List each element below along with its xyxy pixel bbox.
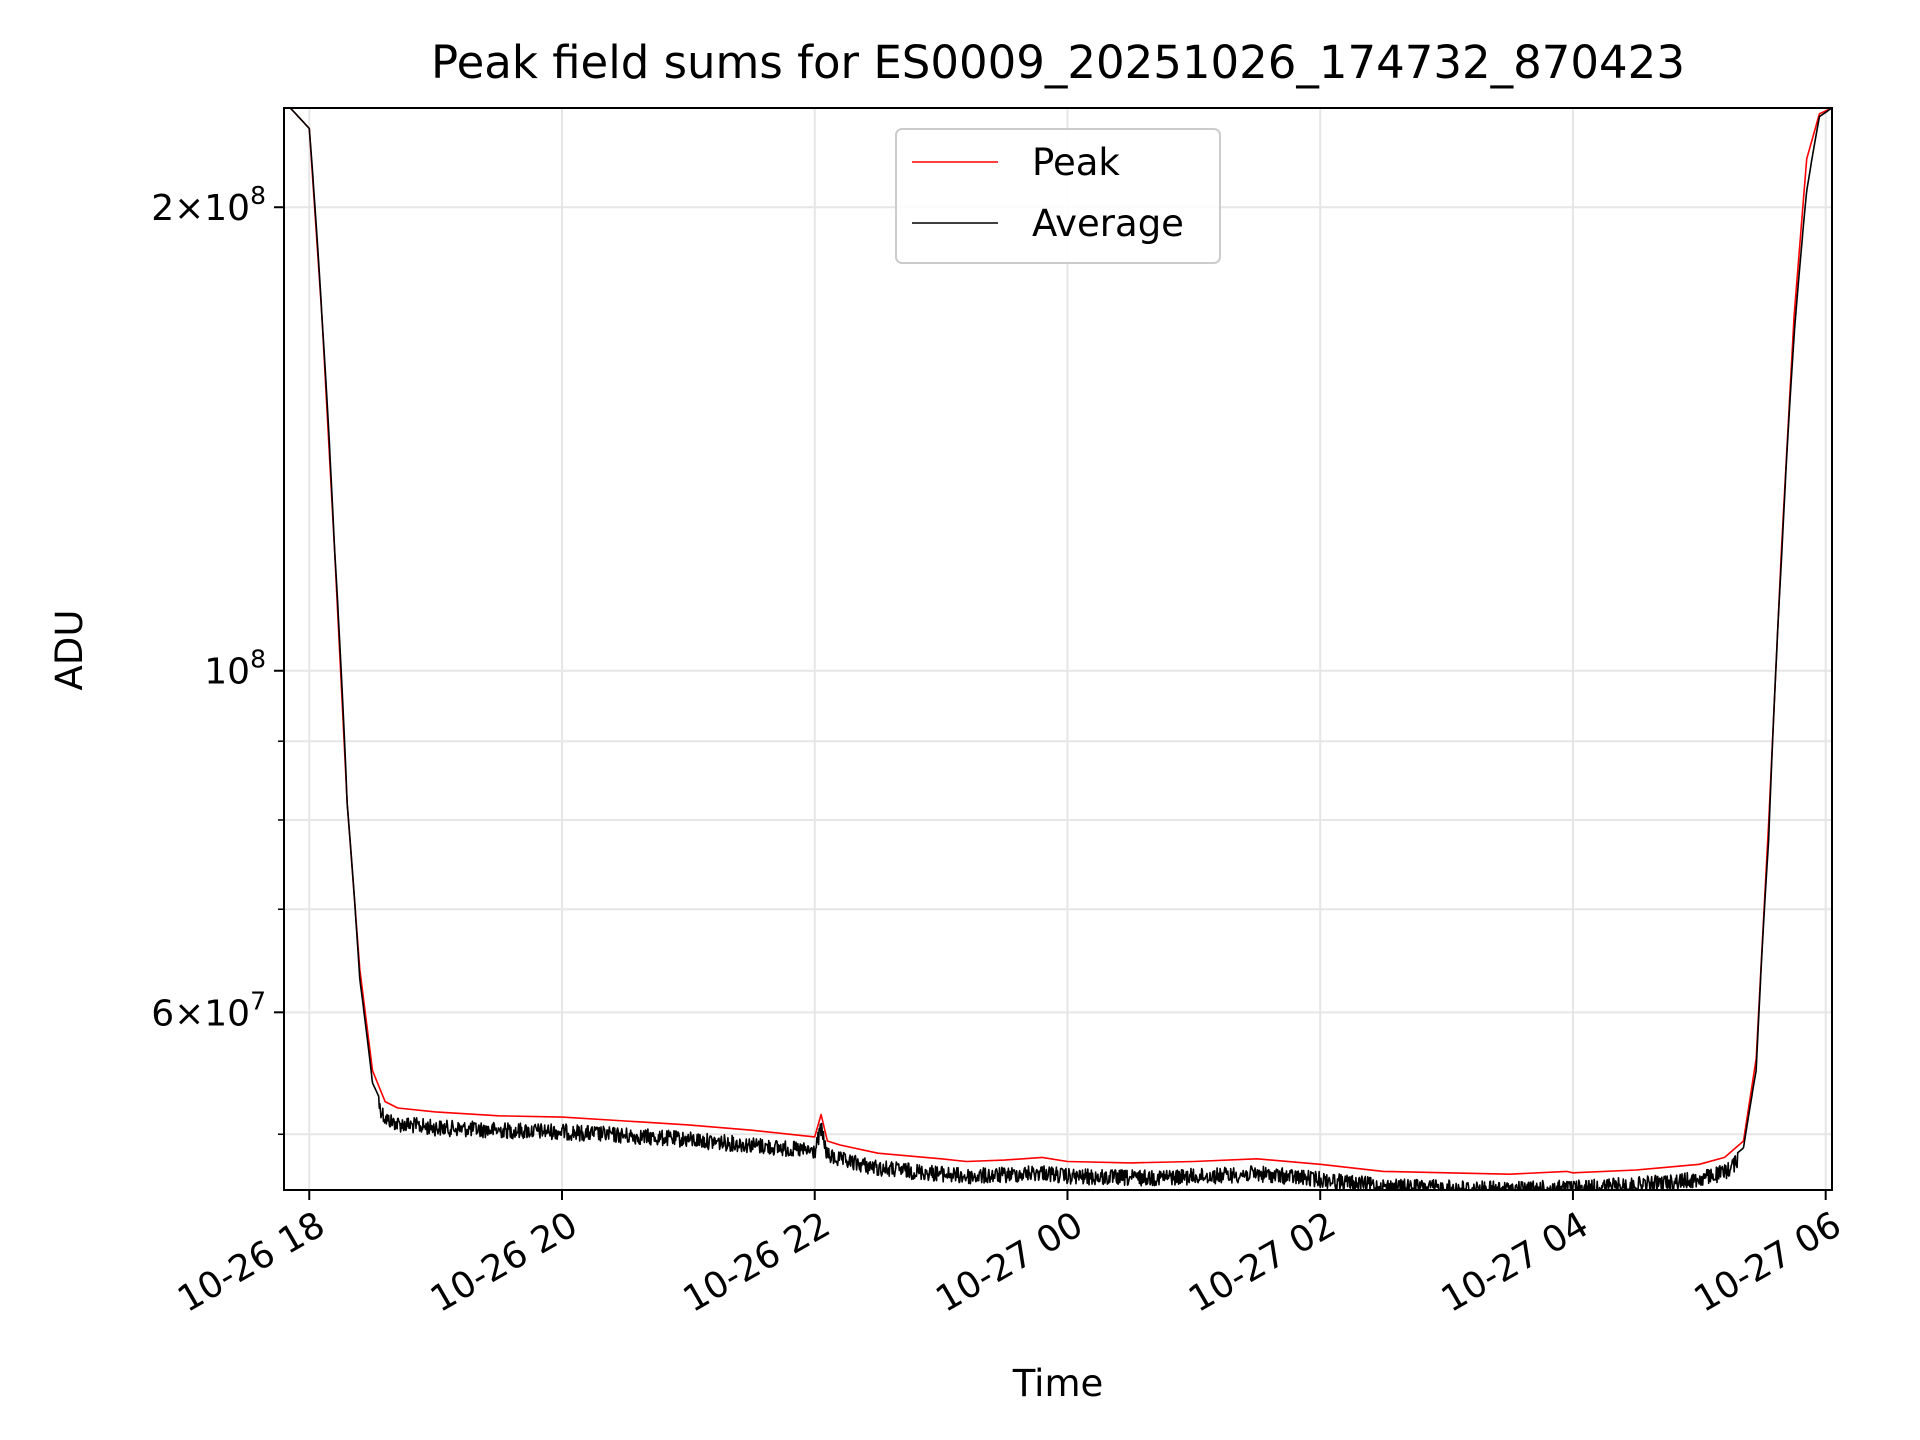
plot-background [284,108,1832,1190]
series-layer [289,108,1832,1190]
legend-average-label: Average [1032,202,1184,245]
x-axis-label: Time [1012,1362,1104,1405]
y-axis-label: ADU [48,610,91,691]
plot-area: 10-26 18 10-26 20 10-26 22 10-27 00 10-27 02… [151,107,1848,1321]
series-line-average [289,108,1832,1190]
legend: Peak Average [895,128,1221,264]
y-tick-label-2: 2×108 [151,181,266,229]
series-line-peak [289,108,1832,1175]
y-tick-label-0: 6×107 [151,986,266,1034]
plot-frame [283,107,1833,1191]
y-tick-label-1: 108 [204,645,266,693]
chart-title: Peak field sums for ES0009_20251026_1747… [431,36,1685,89]
legend-peak-label: Peak [1032,141,1120,184]
